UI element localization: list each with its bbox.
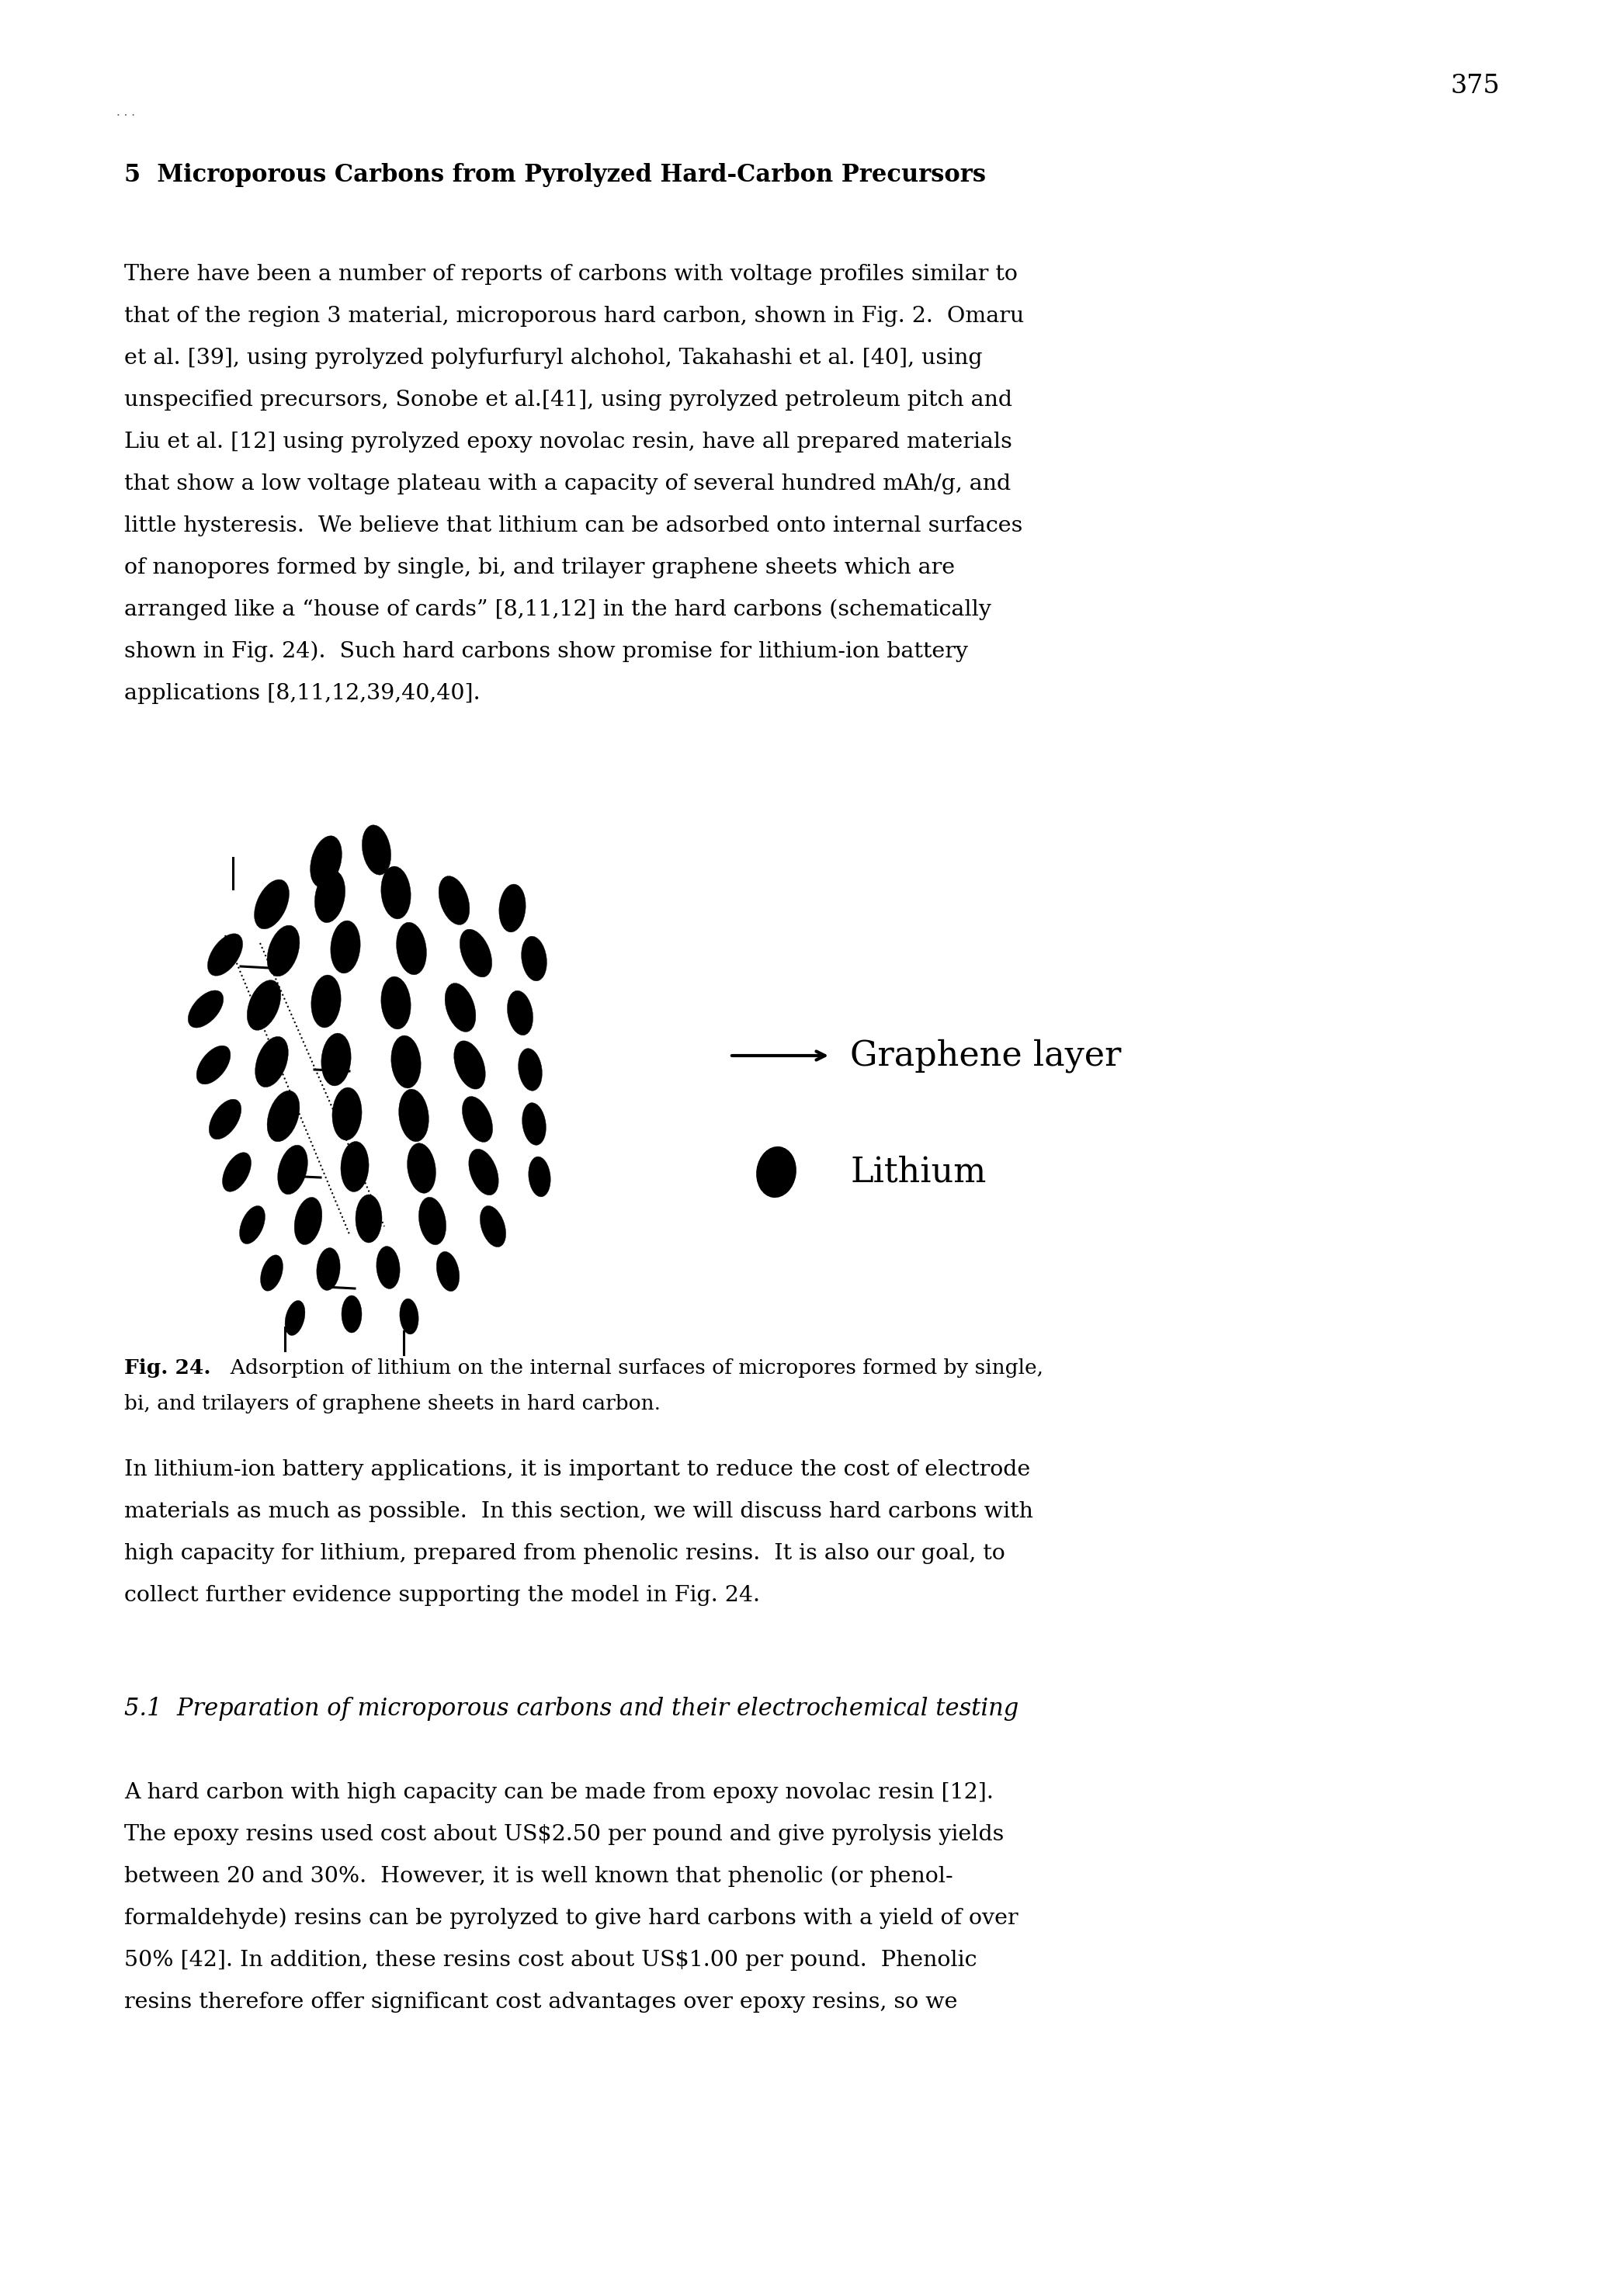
Ellipse shape [294,1196,322,1244]
Ellipse shape [247,980,281,1031]
Ellipse shape [518,1049,542,1091]
Ellipse shape [523,1102,546,1146]
Ellipse shape [757,1148,796,1196]
Ellipse shape [197,1045,231,1084]
Text: Lithium: Lithium [849,1155,986,1189]
Ellipse shape [255,879,289,930]
Text: materials as much as possible.  In this section, we will discuss hard carbons wi: materials as much as possible. In this s… [123,1502,1033,1522]
Ellipse shape [419,1196,447,1244]
Text: A hard carbon with high capacity can be made from epoxy novolac resin [12].: A hard carbon with high capacity can be … [123,1782,994,1802]
Ellipse shape [463,1097,492,1141]
Ellipse shape [315,870,346,923]
Text: In lithium-ion battery applications, it is important to reduce the cost of elect: In lithium-ion battery applications, it … [123,1460,1030,1481]
Text: arranged like a “house of cards” [8,11,12] in the hard carbons (schematically: arranged like a “house of cards” [8,11,1… [123,599,991,620]
Text: high capacity for lithium, prepared from phenolic resins.  It is also our goal, : high capacity for lithium, prepared from… [123,1543,1005,1564]
Ellipse shape [481,1205,505,1247]
Ellipse shape [278,1146,307,1194]
Text: formaldehyde) resins can be pyrolyzed to give hard carbons with a yield of over: formaldehyde) resins can be pyrolyzed to… [123,1908,1018,1929]
Ellipse shape [188,990,224,1029]
Ellipse shape [266,1091,299,1141]
Text: There have been a number of reports of carbons with voltage profiles similar to: There have been a number of reports of c… [123,264,1018,285]
Ellipse shape [382,866,411,918]
Text: Liu et al. [12] using pyrolyzed epoxy novolac resin, have all prepared materials: Liu et al. [12] using pyrolyzed epoxy no… [123,432,1012,452]
Ellipse shape [310,836,341,886]
Ellipse shape [222,1153,252,1192]
Ellipse shape [400,1088,429,1141]
Ellipse shape [240,1205,265,1244]
Ellipse shape [317,1247,339,1290]
Ellipse shape [455,1040,486,1088]
Ellipse shape [396,923,427,976]
Text: 5  Microporous Carbons from Pyrolyzed Hard-Carbon Precursors: 5 Microporous Carbons from Pyrolyzed Har… [123,163,986,186]
Ellipse shape [362,824,391,875]
Ellipse shape [312,976,341,1029]
Ellipse shape [377,1247,400,1288]
Text: Graphene layer: Graphene layer [849,1038,1121,1072]
Text: 5.1  Preparation of microporous carbons and their electrochemical testing: 5.1 Preparation of microporous carbons a… [123,1697,1018,1720]
Text: that of the region 3 material, microporous hard carbon, shown in Fig. 2.  Omaru: that of the region 3 material, microporo… [123,305,1025,326]
Text: . . .: . . . [117,108,135,117]
Text: et al. [39], using pyrolyzed polyfurfuryl alchohol, Takahashi et al. [40], using: et al. [39], using pyrolyzed polyfurfury… [123,347,983,370]
Ellipse shape [284,1300,305,1336]
Ellipse shape [255,1035,287,1086]
Text: 50% [42]. In addition, these resins cost about US$1.00 per pound.  Phenolic: 50% [42]. In addition, these resins cost… [123,1949,978,1970]
Text: The epoxy resins used cost about US$2.50 per pound and give pyrolysis yields: The epoxy resins used cost about US$2.50… [123,1823,1004,1846]
Ellipse shape [341,1141,369,1192]
Text: Adsorption of lithium on the internal surfaces of micropores formed by single,: Adsorption of lithium on the internal su… [218,1359,1043,1378]
Ellipse shape [208,934,242,976]
Text: 375: 375 [1450,73,1501,99]
Text: applications [8,11,12,39,40,40].: applications [8,11,12,39,40,40]. [123,682,481,705]
Text: of nanopores formed by single, bi, and trilayer graphene sheets which are: of nanopores formed by single, bi, and t… [123,558,955,579]
Ellipse shape [382,976,411,1029]
Ellipse shape [528,1157,551,1196]
Ellipse shape [331,921,361,974]
Ellipse shape [507,990,533,1035]
Ellipse shape [437,1251,460,1290]
Ellipse shape [209,1100,242,1139]
Ellipse shape [356,1194,382,1242]
Ellipse shape [521,937,547,980]
Ellipse shape [341,1295,362,1332]
Text: Fig. 24.: Fig. 24. [123,1359,211,1378]
Text: collect further evidence supporting the model in Fig. 24.: collect further evidence supporting the … [123,1584,760,1605]
Ellipse shape [460,930,492,978]
Ellipse shape [322,1033,351,1086]
Text: between 20 and 30%.  However, it is well known that phenolic (or phenol-: between 20 and 30%. However, it is well … [123,1867,953,1887]
Ellipse shape [438,877,469,925]
Ellipse shape [266,925,299,976]
Text: little hysteresis.  We believe that lithium can be adsorbed onto internal surfac: little hysteresis. We believe that lithi… [123,514,1023,537]
Ellipse shape [445,983,476,1031]
Text: resins therefore offer significant cost advantages over epoxy resins, so we: resins therefore offer significant cost … [123,1991,958,2014]
Ellipse shape [260,1256,283,1290]
Text: bi, and trilayers of graphene sheets in hard carbon.: bi, and trilayers of graphene sheets in … [123,1394,661,1414]
Text: unspecified precursors, Sonobe et al.[41], using pyrolyzed petroleum pitch and: unspecified precursors, Sonobe et al.[41… [123,390,1012,411]
Ellipse shape [391,1035,421,1088]
Text: that show a low voltage plateau with a capacity of several hundred mAh/g, and: that show a low voltage plateau with a c… [123,473,1010,494]
Text: shown in Fig. 24).  Such hard carbons show promise for lithium-ion battery: shown in Fig. 24). Such hard carbons sho… [123,641,968,661]
Ellipse shape [469,1148,499,1196]
Ellipse shape [408,1143,435,1194]
Ellipse shape [499,884,526,932]
Ellipse shape [400,1300,419,1334]
Ellipse shape [333,1088,362,1141]
